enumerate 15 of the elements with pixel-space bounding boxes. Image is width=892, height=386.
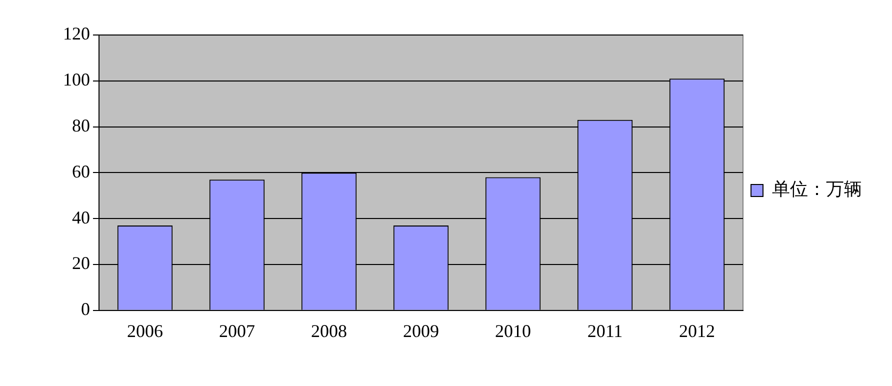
y-tick-label: 40 <box>72 207 90 228</box>
y-tick-label: 120 <box>63 24 90 44</box>
x-tick-label: 2011 <box>587 320 623 341</box>
x-tick-label: 2007 <box>219 320 255 341</box>
y-tick-label: 80 <box>72 116 90 136</box>
legend-label: 单位：万辆 <box>772 179 862 200</box>
y-tick-label: 0 <box>81 299 90 320</box>
x-tick-label: 2009 <box>403 320 439 341</box>
x-tick-label: 2008 <box>311 320 347 341</box>
y-tick-label: 100 <box>63 70 90 90</box>
y-tick-label: 60 <box>72 161 90 182</box>
y-tick-label: 20 <box>72 253 90 274</box>
x-tick-label: 2012 <box>679 320 715 341</box>
x-tick-label: 2010 <box>495 320 531 341</box>
x-tick-label: 2006 <box>127 320 163 341</box>
